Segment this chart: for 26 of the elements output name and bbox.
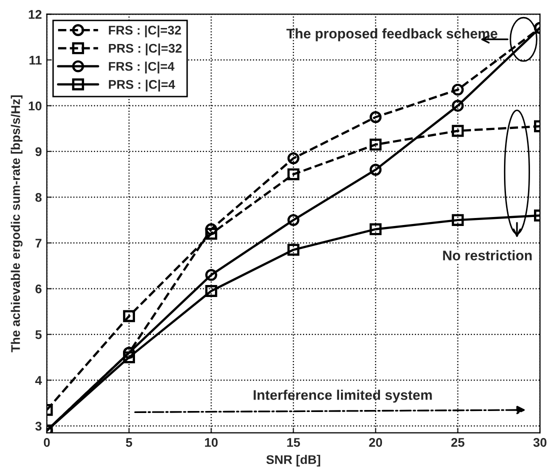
y-tick-label: 10 bbox=[28, 101, 42, 110]
x-axis-title: SNR [dB] bbox=[266, 454, 320, 467]
y-tick-label: 7 bbox=[36, 238, 42, 248]
x-tick-label: 5 bbox=[126, 438, 132, 447]
annotation: The proposed feedback scheme bbox=[286, 28, 498, 42]
x-tick-label: 20 bbox=[369, 438, 382, 447]
legend-label: PRS : |C|=4 bbox=[108, 80, 176, 92]
x-tick-label: 30 bbox=[533, 438, 546, 447]
y-tick-label: 6 bbox=[35, 284, 42, 294]
y-tick-label: 12 bbox=[28, 10, 42, 19]
legend-label: PRS : |C|=32 bbox=[108, 44, 182, 56]
legend-label: FRS : |C|=32 bbox=[108, 25, 181, 38]
x-tick-label: 0 bbox=[44, 438, 50, 447]
y-tick-label: 3 bbox=[35, 422, 42, 431]
x-tick-label: 15 bbox=[287, 438, 300, 447]
y-tick-label: 4 bbox=[35, 376, 42, 385]
y-tick-label: 8 bbox=[35, 192, 42, 202]
x-tick-label: 25 bbox=[451, 438, 464, 447]
annotation: Interference limited system bbox=[254, 390, 432, 403]
y-tick-label: 9 bbox=[35, 147, 42, 156]
y-tick-label: 11 bbox=[30, 56, 42, 64]
x-tick-label: 10 bbox=[205, 438, 218, 447]
y-tick-label: 5 bbox=[35, 330, 42, 340]
annotation: No restriction bbox=[443, 250, 532, 260]
y-axis-title: The achievable ergodic sum-rate [bps/s/Hz] bbox=[10, 95, 23, 352]
legend-label: FRS : |C|=4 bbox=[108, 62, 174, 74]
